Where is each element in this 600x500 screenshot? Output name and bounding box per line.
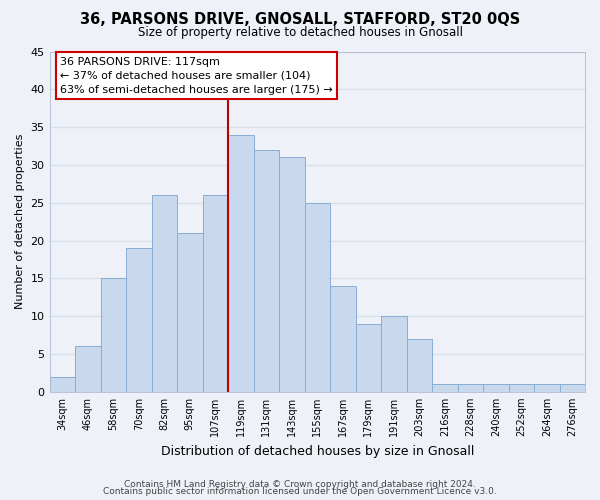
Text: Contains public sector information licensed under the Open Government Licence v3: Contains public sector information licen… <box>103 488 497 496</box>
Bar <box>330 286 356 392</box>
Bar <box>483 384 509 392</box>
Text: 36, PARSONS DRIVE, GNOSALL, STAFFORD, ST20 0QS: 36, PARSONS DRIVE, GNOSALL, STAFFORD, ST… <box>80 12 520 28</box>
X-axis label: Distribution of detached houses by size in Gnosall: Distribution of detached houses by size … <box>161 444 474 458</box>
Bar <box>560 384 585 392</box>
Bar <box>356 324 381 392</box>
Bar <box>228 134 254 392</box>
Y-axis label: Number of detached properties: Number of detached properties <box>15 134 25 310</box>
Bar <box>381 316 407 392</box>
Bar <box>203 195 228 392</box>
Text: 36 PARSONS DRIVE: 117sqm
← 37% of detached houses are smaller (104)
63% of semi-: 36 PARSONS DRIVE: 117sqm ← 37% of detach… <box>60 56 333 94</box>
Bar <box>305 202 330 392</box>
Bar <box>458 384 483 392</box>
Bar <box>509 384 534 392</box>
Bar <box>152 195 177 392</box>
Bar <box>254 150 279 392</box>
Bar <box>534 384 560 392</box>
Bar <box>407 339 432 392</box>
Bar <box>75 346 101 392</box>
Text: Size of property relative to detached houses in Gnosall: Size of property relative to detached ho… <box>137 26 463 39</box>
Bar <box>101 278 126 392</box>
Bar <box>126 248 152 392</box>
Bar <box>50 376 75 392</box>
Bar <box>177 233 203 392</box>
Bar <box>432 384 458 392</box>
Text: Contains HM Land Registry data © Crown copyright and database right 2024.: Contains HM Land Registry data © Crown c… <box>124 480 476 489</box>
Bar <box>279 158 305 392</box>
